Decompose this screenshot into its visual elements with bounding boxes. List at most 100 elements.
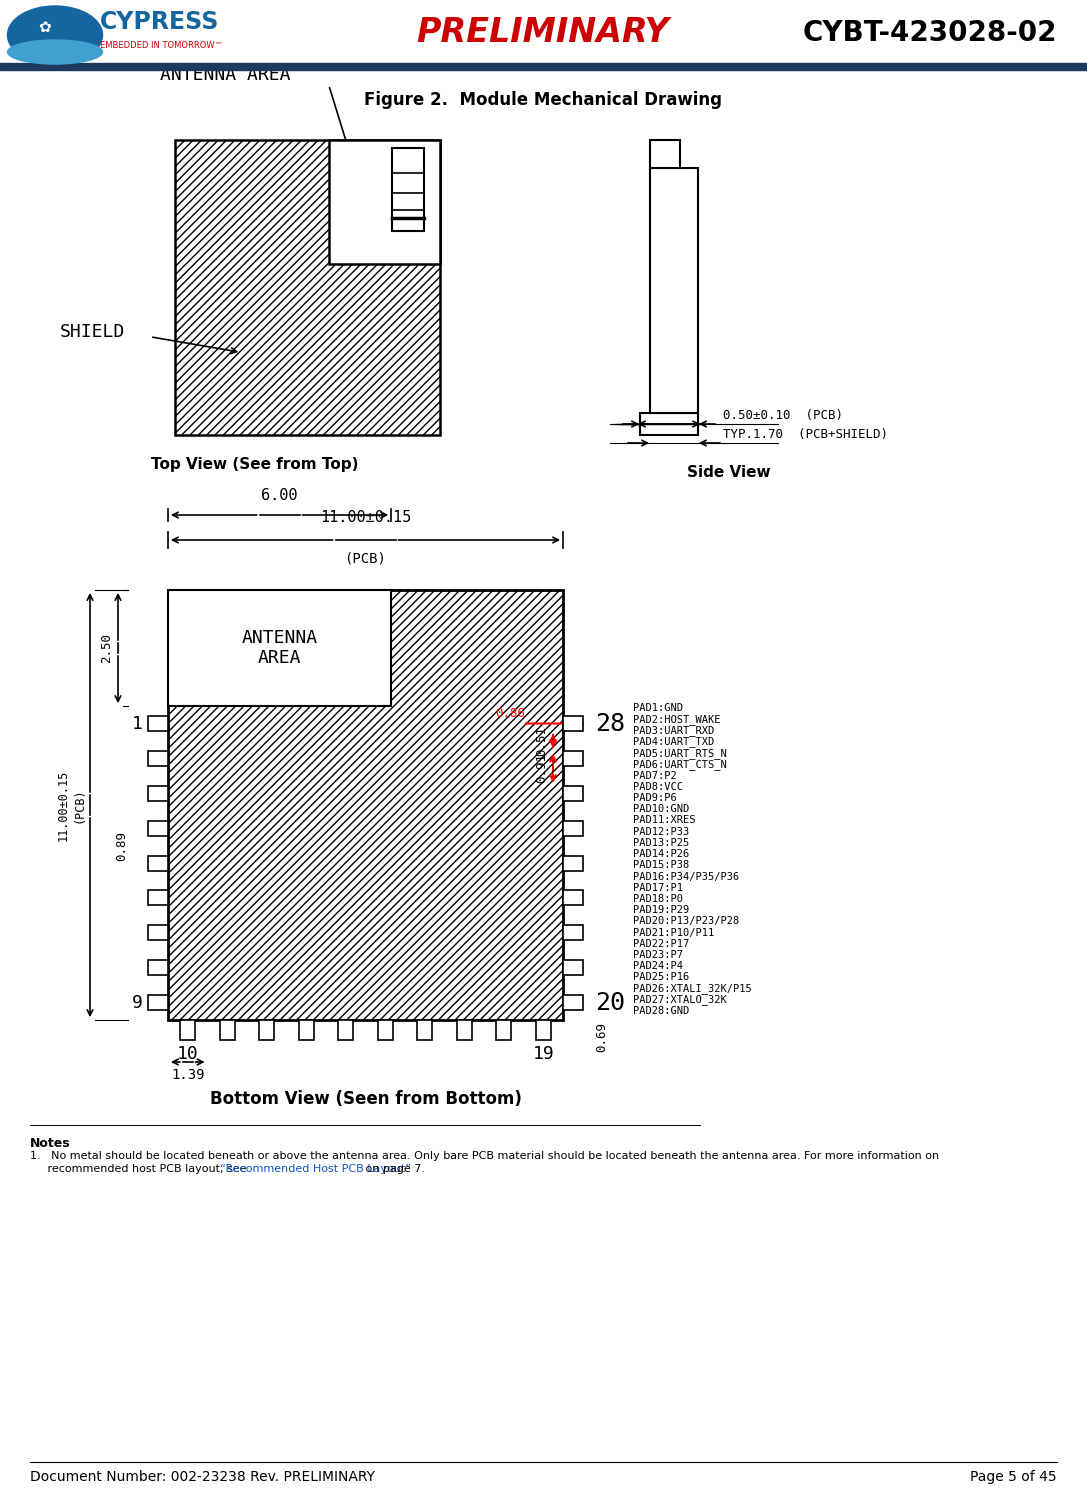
Bar (148, 890, 168, 905)
Text: PAD22:P17: PAD22:P17 (633, 938, 689, 949)
Bar (392, 148, 424, 230)
Text: recommended host PCB layout, see: recommended host PCB layout, see (30, 1164, 250, 1174)
Text: PAD4:UART_TXD: PAD4:UART_TXD (633, 737, 714, 747)
Text: “Recommended Host PCB Layout”: “Recommended Host PCB Layout” (220, 1164, 411, 1174)
Text: PAD10:GND: PAD10:GND (633, 804, 689, 814)
Text: CYPRESS: CYPRESS (100, 10, 220, 34)
Text: ✿: ✿ (39, 21, 51, 36)
Bar (563, 751, 583, 766)
Text: 0.51: 0.51 (535, 726, 548, 756)
Bar (457, 1020, 472, 1040)
Bar (650, 140, 680, 167)
Text: PAD1:GND: PAD1:GND (633, 704, 683, 713)
Text: PAD25:P16: PAD25:P16 (633, 973, 689, 983)
Bar (0, 63, 1087, 70)
Text: ANTENNA
AREA: ANTENNA AREA (241, 629, 317, 668)
Text: (PCB): (PCB) (345, 551, 387, 566)
Bar (650, 167, 698, 412)
Text: 1: 1 (133, 714, 143, 732)
Text: Page 5 of 45: Page 5 of 45 (971, 1470, 1057, 1484)
Text: 0.86: 0.86 (495, 707, 525, 720)
Text: 28: 28 (595, 711, 625, 735)
Text: PAD14:P26: PAD14:P26 (633, 849, 689, 859)
Bar (168, 707, 563, 1020)
Bar (563, 925, 583, 940)
Bar (180, 1020, 196, 1040)
Bar (175, 140, 328, 435)
Text: 20: 20 (595, 991, 625, 1014)
Text: PAD24:P4: PAD24:P4 (633, 961, 683, 971)
Bar (338, 1020, 353, 1040)
Bar (378, 1020, 392, 1040)
Text: 19: 19 (533, 1044, 554, 1064)
Text: PAD21:P10/P11: PAD21:P10/P11 (633, 928, 714, 938)
Text: PAD6:UART_CTS_N: PAD6:UART_CTS_N (633, 759, 727, 769)
Text: PAD28:GND: PAD28:GND (633, 1005, 689, 1016)
Text: 2.50: 2.50 (100, 633, 113, 663)
Text: Top View (See from Top): Top View (See from Top) (151, 457, 359, 472)
Text: 0.91: 0.91 (535, 753, 548, 783)
Text: PAD3:UART_RXD: PAD3:UART_RXD (633, 725, 714, 737)
Bar (148, 856, 168, 871)
Bar (536, 1020, 551, 1040)
Bar (328, 264, 440, 435)
Text: Side View: Side View (687, 465, 771, 480)
Bar (168, 590, 563, 1020)
Bar (175, 140, 440, 435)
Text: PAD5:UART_RTS_N: PAD5:UART_RTS_N (633, 747, 727, 759)
Bar (563, 961, 583, 976)
Bar (220, 1020, 235, 1040)
Text: PAD7:P2: PAD7:P2 (633, 771, 677, 780)
Text: Notes: Notes (30, 1137, 71, 1150)
Text: 6.00: 6.00 (261, 489, 298, 503)
Text: Bottom View (Seen from Bottom): Bottom View (Seen from Bottom) (210, 1091, 522, 1109)
Text: 10: 10 (177, 1044, 199, 1064)
Text: 1.   No metal should be located beneath or above the antenna area. Only bare PCB: 1. No metal should be located beneath or… (30, 1150, 939, 1161)
Text: ANTENNA AREA: ANTENNA AREA (160, 66, 290, 84)
Text: PAD26:XTALI_32K/P15: PAD26:XTALI_32K/P15 (633, 983, 752, 994)
Text: 0.50±0.10  (PCB): 0.50±0.10 (PCB) (723, 409, 844, 421)
Text: PAD15:P38: PAD15:P38 (633, 861, 689, 871)
Text: on page 7.: on page 7. (362, 1164, 425, 1174)
Bar (640, 412, 698, 435)
Bar (148, 751, 168, 766)
Text: Document Number: 002-23238 Rev. PRELIMINARY: Document Number: 002-23238 Rev. PRELIMIN… (30, 1470, 375, 1484)
Bar (417, 1020, 433, 1040)
Text: 11.00±0.15: 11.00±0.15 (320, 509, 411, 524)
Text: CYBT-423028-02: CYBT-423028-02 (802, 19, 1057, 46)
Text: 9: 9 (133, 994, 143, 1011)
Text: PAD27:XTALO_32K: PAD27:XTALO_32K (633, 995, 727, 1005)
Text: 0.69: 0.69 (595, 1022, 608, 1052)
Text: 11.00±0.15
(PCB): 11.00±0.15 (PCB) (57, 769, 85, 841)
Text: PRELIMINARY: PRELIMINARY (416, 16, 670, 49)
Bar (563, 856, 583, 871)
Text: PAD11:XRES: PAD11:XRES (633, 816, 696, 826)
Text: PAD17:P1: PAD17:P1 (633, 883, 683, 893)
Bar (563, 995, 583, 1010)
Text: PAD23:P7: PAD23:P7 (633, 950, 683, 961)
Text: Figure 2.  Module Mechanical Drawing: Figure 2. Module Mechanical Drawing (364, 91, 722, 109)
Text: TYP.1.70  (PCB+SHIELD): TYP.1.70 (PCB+SHIELD) (723, 427, 888, 441)
Text: PAD2:HOST_WAKE: PAD2:HOST_WAKE (633, 714, 721, 725)
Bar (148, 716, 168, 731)
Text: PAD13:P25: PAD13:P25 (633, 838, 689, 849)
Text: PAD20:P13/P23/P28: PAD20:P13/P23/P28 (633, 916, 739, 926)
Text: PAD8:VCC: PAD8:VCC (633, 781, 683, 792)
Bar (328, 140, 440, 264)
Text: EMBEDDED IN TOMORROW™: EMBEDDED IN TOMORROW™ (100, 42, 223, 51)
Ellipse shape (8, 6, 102, 64)
Text: PAD18:P0: PAD18:P0 (633, 893, 683, 904)
Bar (563, 890, 583, 905)
Bar (148, 995, 168, 1010)
Bar (168, 590, 391, 707)
Bar (497, 1020, 511, 1040)
Bar (260, 1020, 274, 1040)
Bar (148, 925, 168, 940)
Bar (391, 590, 563, 707)
Bar (299, 1020, 314, 1040)
Bar (148, 820, 168, 835)
Text: PAD19:P29: PAD19:P29 (633, 905, 689, 916)
Text: 0.89: 0.89 (115, 831, 128, 861)
Bar (148, 961, 168, 976)
Bar (563, 820, 583, 835)
